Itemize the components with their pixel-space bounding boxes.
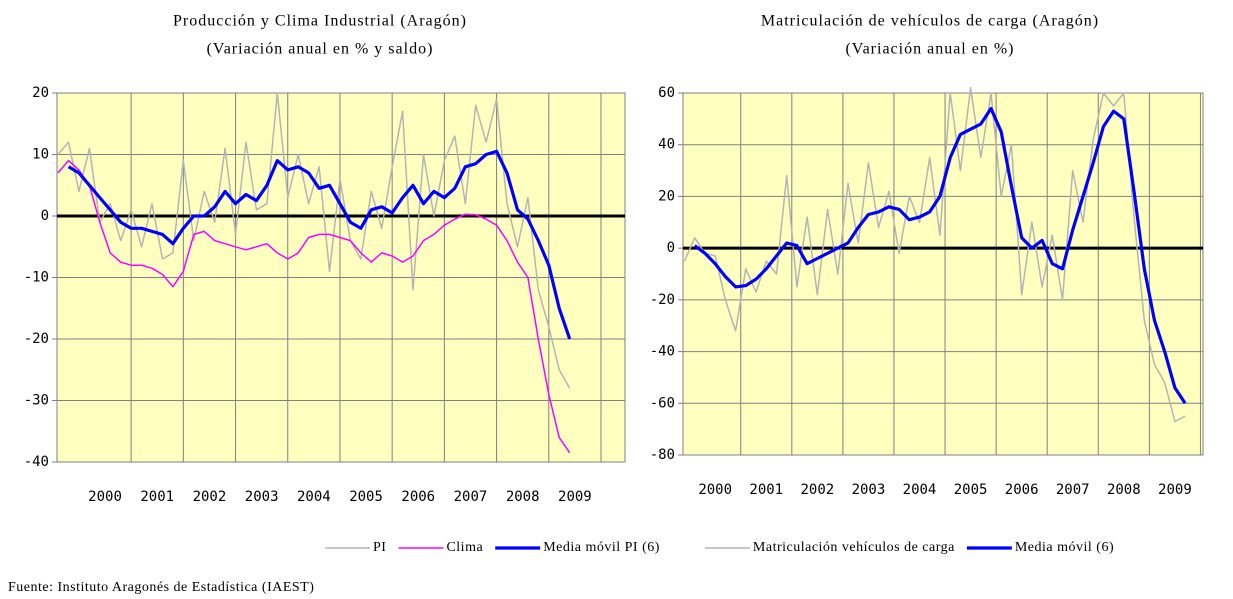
x-tick-label: 2004 — [297, 489, 331, 505]
x-tick-label: 2006 — [1005, 482, 1039, 498]
y-tick-label: 0 — [667, 240, 675, 256]
legend-label: Clima — [446, 540, 483, 555]
series-line — [57, 92, 571, 389]
x-tick-label: 2002 — [193, 489, 227, 505]
series-line — [693, 106, 1187, 405]
plot-area — [682, 92, 1204, 456]
x-tick-label: 2006 — [401, 489, 435, 505]
x-tick-label: 2003 — [245, 489, 279, 505]
y-tick-label: -10 — [24, 270, 49, 286]
y-tick-label: 60 — [658, 85, 675, 101]
x-tick-label: 2004 — [903, 482, 937, 498]
chart-title: Producción y Clima Industrial (Aragón) — [173, 13, 467, 30]
x-tick-label: 2001 — [749, 482, 783, 498]
x-tick-label: 2009 — [558, 489, 592, 505]
legend-label: PI — [373, 540, 386, 555]
x-tick-label: 2007 — [1056, 482, 1090, 498]
x-tick-label: 2007 — [454, 489, 488, 505]
y-tick-label: 40 — [658, 137, 675, 153]
chart-subtitle: (Variación anual en %) — [845, 41, 1014, 58]
y-tick-label: 10 — [32, 147, 49, 163]
y-tick-label: -30 — [24, 393, 49, 409]
series-line — [683, 87, 1186, 423]
y-tick-label: -20 — [24, 331, 49, 347]
x-tick-label: 2002 — [800, 482, 834, 498]
y-tick-label: 20 — [32, 85, 49, 101]
chart-title: Matriculación de vehículos de carga (Ara… — [761, 13, 1099, 30]
y-tick-label: -20 — [650, 292, 675, 308]
source: Fuente: Instituto Aragonés de Estadístic… — [8, 580, 314, 595]
y-tick-label: -40 — [24, 454, 49, 470]
legend-label: Media móvil (6) — [1015, 540, 1114, 555]
y-tick-label: 20 — [658, 188, 675, 204]
chart-subtitle: (Variación anual en % y saldo) — [207, 41, 434, 58]
x-tick-label: 2005 — [954, 482, 988, 498]
x-tick-label: 2001 — [140, 489, 174, 505]
y-tick-label: -60 — [650, 395, 675, 411]
legend-label: Media móvil PI (6) — [543, 540, 660, 555]
legend-label: Matriculación vehículos de carga — [753, 540, 955, 555]
y-tick-label: -80 — [650, 447, 675, 463]
x-tick-label: 2000 — [88, 489, 122, 505]
y-tick-label: 0 — [41, 208, 49, 224]
series-line — [57, 159, 571, 454]
series-line — [67, 149, 572, 340]
x-tick-label: 2005 — [349, 489, 383, 505]
y-tick-label: -40 — [650, 344, 675, 360]
x-tick-label: 2003 — [852, 482, 886, 498]
x-tick-label: 2000 — [698, 482, 732, 498]
x-tick-label: 2008 — [1107, 482, 1141, 498]
x-tick-label: 2009 — [1158, 482, 1192, 498]
x-tick-label: 2008 — [506, 489, 540, 505]
